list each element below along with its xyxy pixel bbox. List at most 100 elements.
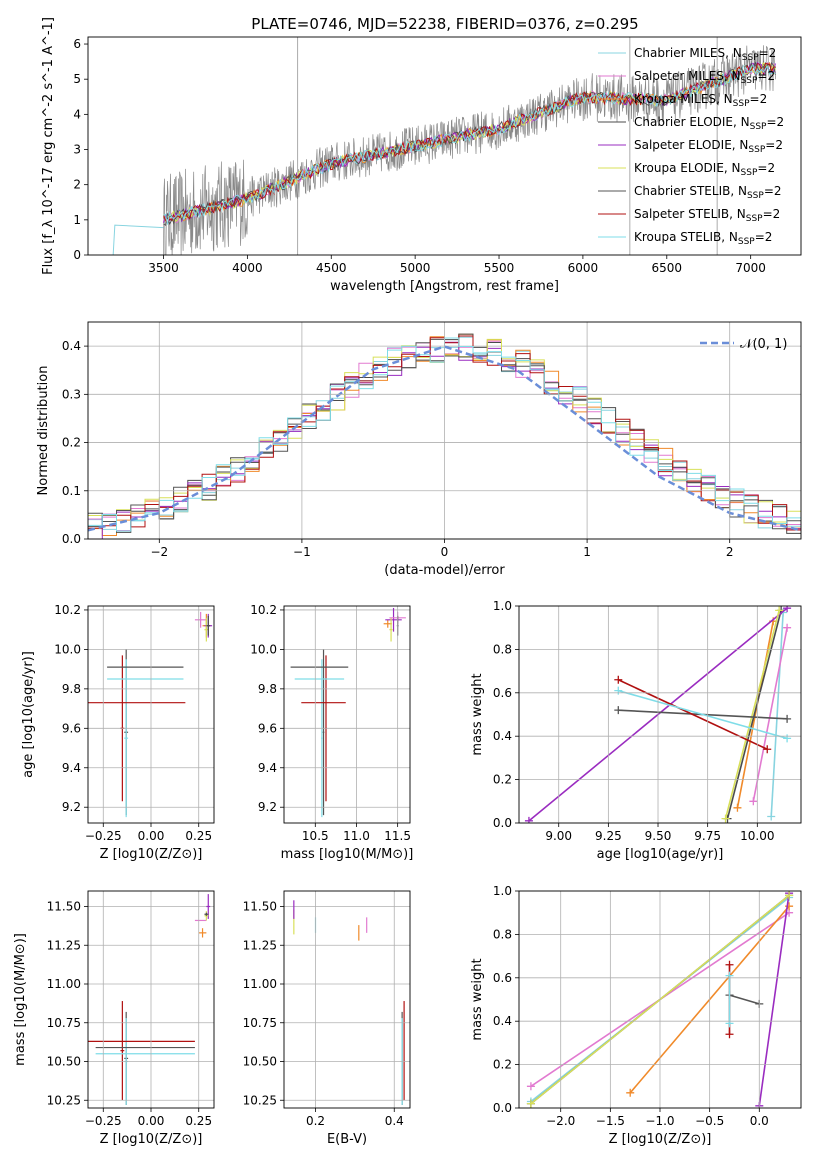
x-axis-label: wavelength [Angstrom, rest frame] xyxy=(330,279,559,294)
plus-marker xyxy=(767,812,776,821)
plot-area xyxy=(112,37,776,255)
x-tick-label: 0 xyxy=(441,545,449,559)
plus-marker xyxy=(785,891,794,900)
data-spectrum xyxy=(163,45,776,255)
plus-marker xyxy=(721,814,730,823)
y-tick-label: 10.75 xyxy=(47,1016,81,1030)
x-tick-label: 11.5 xyxy=(384,829,411,843)
y-tick-label: 9.8 xyxy=(62,682,81,696)
y-tick-label: 10.25 xyxy=(47,1093,81,1107)
x-tick-label: 5000 xyxy=(400,261,431,275)
y-tick-label: 11.00 xyxy=(243,977,277,991)
x-tick-label: 10.5 xyxy=(302,829,329,843)
x-tick-label: 0.4 xyxy=(385,1114,404,1128)
axes-frame xyxy=(283,605,411,824)
x-axis-label: mass [log10(M/M⊙)] xyxy=(281,847,414,862)
y-tick-label: 1.0 xyxy=(493,599,512,613)
y-tick-label: 9.6 xyxy=(62,721,81,735)
y-axis-label: Normed distribution xyxy=(36,366,51,496)
y-tick-label: 0.0 xyxy=(493,1101,512,1115)
y-tick-label: 11.25 xyxy=(47,938,81,952)
y-tick-label: 0.6 xyxy=(493,686,512,700)
x-tick-label: 0.00 xyxy=(138,829,165,843)
plus-marker xyxy=(775,606,784,615)
plus-marker xyxy=(614,686,623,695)
x-tick-label: −1.0 xyxy=(645,1114,674,1128)
y-tick-label: 11.50 xyxy=(243,900,277,914)
legend-label: Kroupa STELIB, NSSP=2 xyxy=(634,230,772,247)
y-tick-label: 11.00 xyxy=(47,977,81,991)
y-tick-label: 0 xyxy=(73,248,81,262)
x-tick-label: −2 xyxy=(150,545,168,559)
weight-line xyxy=(724,610,780,819)
x-tick-label: 0.00 xyxy=(138,1114,165,1128)
plus-marker xyxy=(725,971,734,980)
y-tick-label: 0.3 xyxy=(62,387,81,401)
y-tick-label: 6 xyxy=(73,37,81,51)
y-tick-label: 10.50 xyxy=(243,1055,277,1069)
legend: Chabrier MILES, NSSP=2 Salpeter MILES, NS… xyxy=(598,46,784,247)
x-tick-label: 0.25 xyxy=(185,1114,212,1128)
y-tick-label: 10.50 xyxy=(47,1055,81,1069)
figure-title: PLATE=0746, MJD=52238, FIBERID=0376, z=0… xyxy=(251,15,638,33)
panel-4: 9.00 9.25 9.50 9.75 10.00 0.0 0.2 0.4 0.6 0.8 1.0 a… xyxy=(470,599,802,862)
x-tick-label: 10.00 xyxy=(740,829,774,843)
axes-frame xyxy=(283,890,411,1109)
x-tick-label: 11.0 xyxy=(343,829,370,843)
axes-frame xyxy=(87,36,802,256)
y-tick-label: 0.1 xyxy=(62,484,81,498)
model-blue-stub xyxy=(112,224,164,255)
weight-line xyxy=(617,679,768,750)
x-tick-label: 9.00 xyxy=(545,829,572,843)
y-axis-label: mass weight xyxy=(470,958,485,1040)
legend-label: Kroupa ELODIE, NSSP=2 xyxy=(634,161,775,178)
y-tick-label: 9.4 xyxy=(62,761,81,775)
y-tick-label: 0.0 xyxy=(62,532,81,546)
plus-marker xyxy=(526,1082,535,1091)
y-axis-label: mass [log10(M/M⊙)] xyxy=(13,933,28,1066)
weight-line xyxy=(770,612,784,817)
x-tick-label: −0.25 xyxy=(85,1114,122,1128)
x-tick-label: 0.25 xyxy=(185,829,212,843)
plus-marker xyxy=(783,714,792,723)
weight-line xyxy=(752,627,788,802)
panel-7: −2.0 −1.5 −1.0 −0.5 0.0 0.0 0.2 0.4 0.6 0.8 1.0 Z [… xyxy=(470,884,802,1147)
y-tick-label: 3 xyxy=(73,143,81,157)
x-axis-label: age [log10(age/yr)] xyxy=(597,847,724,862)
y-tick-label: 10.25 xyxy=(243,1093,277,1107)
x-tick-label: −0.5 xyxy=(695,1114,724,1128)
y-tick-label: 11.50 xyxy=(47,900,81,914)
legend-label: Chabrier ELODIE, NSSP=2 xyxy=(634,115,784,132)
y-axis-label: age [log10(age/yr)] xyxy=(21,651,36,778)
plot-area xyxy=(524,606,792,823)
axes-frame xyxy=(87,890,215,1109)
legend-label: Salpeter MILES, NSSP=2 xyxy=(634,69,775,86)
y-axis-label: mass weight xyxy=(470,673,485,755)
x-tick-label: −2.0 xyxy=(546,1114,575,1128)
plus-marker xyxy=(783,623,792,632)
panel-0: 3500 4000 4500 5000 5500 6000 6500 7000 0 1 2 3 4 5 6 w… xyxy=(41,17,802,294)
plot-area xyxy=(290,607,406,818)
y-tick-label: 0.8 xyxy=(493,927,512,941)
x-tick-label: 0.0 xyxy=(750,1114,769,1128)
y-tick-label: 9.4 xyxy=(258,761,277,775)
panel-1: −2 −1 0 1 2 0.0 0.1 0.2 0.3 0.4 (data-model)/error… xyxy=(36,321,802,578)
y-tick-label: 9.8 xyxy=(258,682,277,696)
plus-marker xyxy=(725,960,734,969)
x-tick-label: −1.5 xyxy=(596,1114,625,1128)
x-tick-label: 9.50 xyxy=(645,829,672,843)
axes-frame xyxy=(87,321,802,540)
model-line xyxy=(163,65,776,225)
y-tick-label: 0.0 xyxy=(493,816,512,830)
x-tick-label: 9.75 xyxy=(694,829,721,843)
y-tick-label: 9.2 xyxy=(62,800,81,814)
y-tick-label: 10.0 xyxy=(54,642,81,656)
y-tick-label: 4 xyxy=(73,107,81,121)
y-tick-label: 0.4 xyxy=(493,1014,512,1028)
axes-frame xyxy=(518,605,802,824)
legend-label: Chabrier STELIB, NSSP=2 xyxy=(634,184,782,201)
plus-marker xyxy=(783,734,792,743)
weight-line xyxy=(726,610,782,819)
x-tick-label: 1 xyxy=(583,545,591,559)
x-axis-label: Z [log10(Z/Z⊙)] xyxy=(100,847,203,862)
